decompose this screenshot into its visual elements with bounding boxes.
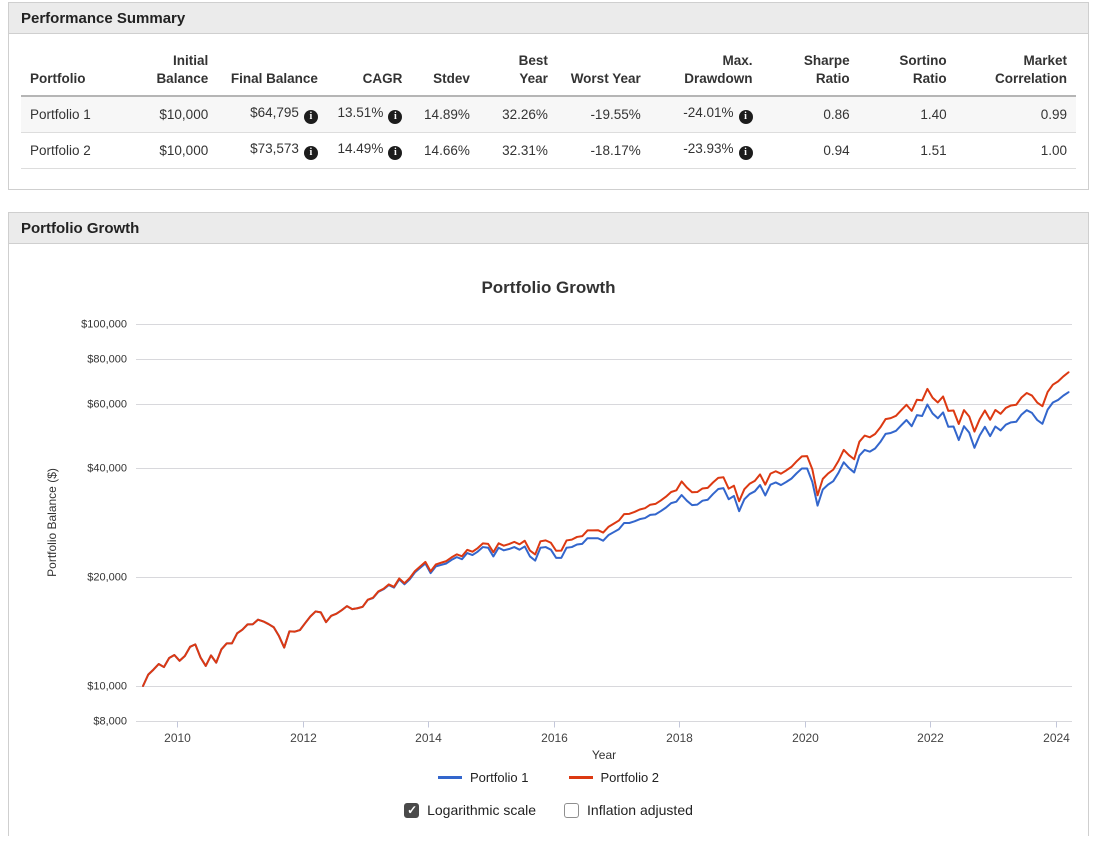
column-header: Sharpe Ratio <box>761 48 859 98</box>
cell-max-drawdown: -24.01% i <box>649 96 762 134</box>
info-icon[interactable]: i <box>388 110 403 125</box>
inflation-adjusted-control[interactable]: Inflation adjusted <box>564 802 693 818</box>
cell-best-year: 32.26% <box>478 96 557 134</box>
column-header: Final Balance <box>217 48 327 98</box>
cell-portfolio-name: Portfolio 2 <box>21 132 127 170</box>
chart-controls: Logarithmic scale Inflation adjusted <box>9 802 1088 818</box>
cell-sortino-ratio: 1.51 <box>858 132 956 170</box>
cell-market-correlation: 1.00 <box>955 132 1076 170</box>
chart-legend: Portfolio 1 Portfolio 2 <box>9 770 1088 785</box>
cell-sharpe-ratio: 0.94 <box>761 132 859 170</box>
cell-cagr: 14.49% i <box>326 132 412 170</box>
cell-market-correlation: 0.99 <box>955 96 1076 134</box>
cell-max-drawdown: -23.93% i <box>649 132 762 170</box>
portfolio-growth-panel: Portfolio Growth Portfolio Growth Portfo… <box>8 212 1097 837</box>
panel-title: Performance Summary <box>9 3 1088 34</box>
cell-final-balance: $73,573 i <box>217 132 327 170</box>
legend-item-portfolio-2: Portfolio 2 <box>568 770 660 786</box>
column-header: Portfolio <box>21 48 127 98</box>
legend-item-portfolio-1: Portfolio 1 <box>437 770 529 786</box>
table-row: Portfolio 1 $10,000 $64,795 i 13.51% i 14.… <box>21 96 1076 134</box>
column-header: Initial Balance <box>126 48 218 98</box>
inflation-adjusted-label: Inflation adjusted <box>587 802 693 819</box>
cell-best-year: 32.31% <box>478 132 557 170</box>
column-header: Best Year <box>478 48 557 98</box>
info-icon[interactable]: i <box>388 146 403 161</box>
info-icon[interactable]: i <box>303 146 318 161</box>
column-header: Sortino Ratio <box>858 48 956 98</box>
cell-sharpe-ratio: 0.86 <box>761 96 859 134</box>
panel-title: Portfolio Growth <box>9 213 1088 245</box>
legend-swatch <box>437 776 462 780</box>
table-row: Portfolio 2 $10,000 $73,573 i 14.49% i 14.… <box>21 132 1076 170</box>
legend-label: Portfolio 1 <box>469 770 529 786</box>
logarithmic-scale-control[interactable]: Logarithmic scale <box>404 802 536 818</box>
cell-initial-balance: $10,000 <box>126 132 218 170</box>
legend-swatch <box>568 776 593 780</box>
logarithmic-scale-label: Logarithmic scale <box>427 802 537 819</box>
cell-sortino-ratio: 1.40 <box>858 96 956 134</box>
column-header: CAGR <box>326 48 412 98</box>
legend-label: Portfolio 2 <box>600 770 660 786</box>
logarithmic-scale-checkbox[interactable] <box>404 802 420 818</box>
inflation-adjusted-checkbox[interactable] <box>564 802 580 818</box>
column-header: Market Correlation <box>955 48 1076 98</box>
cell-initial-balance: $10,000 <box>126 96 218 134</box>
cell-worst-year: -19.55% <box>556 96 650 134</box>
portfolio-growth-chart[interactable] <box>9 304 1097 767</box>
column-header: Worst Year <box>556 48 650 98</box>
info-icon[interactable]: i <box>738 110 753 125</box>
cell-cagr: 13.51% i <box>326 96 412 134</box>
chart-title: Portfolio Growth <box>481 278 616 298</box>
cell-stdev: 14.89% <box>411 96 479 134</box>
cell-final-balance: $64,795 i <box>217 96 327 134</box>
cell-stdev: 14.66% <box>411 132 479 170</box>
table-header-row: Portfolio Initial Balance Final Balance … <box>21 48 1076 98</box>
performance-summary-table: Portfolio Initial Balance Final Balance … <box>21 48 1076 170</box>
cell-portfolio-name: Portfolio 1 <box>21 96 127 134</box>
info-icon[interactable]: i <box>303 110 318 125</box>
column-header: Stdev <box>411 48 479 98</box>
cell-worst-year: -18.17% <box>556 132 650 170</box>
performance-summary-panel: Performance Summary Portfolio Initial Ba… <box>8 2 1089 191</box>
column-header: Max. Drawdown <box>649 48 762 98</box>
info-icon[interactable]: i <box>738 146 753 161</box>
